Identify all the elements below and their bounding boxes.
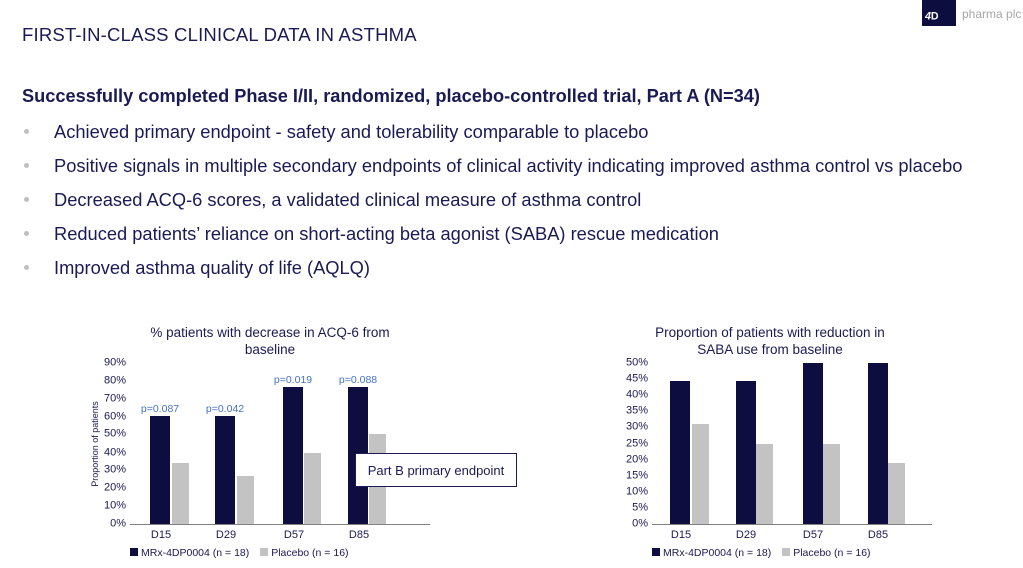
svg-text:4D: 4D <box>925 11 939 23</box>
